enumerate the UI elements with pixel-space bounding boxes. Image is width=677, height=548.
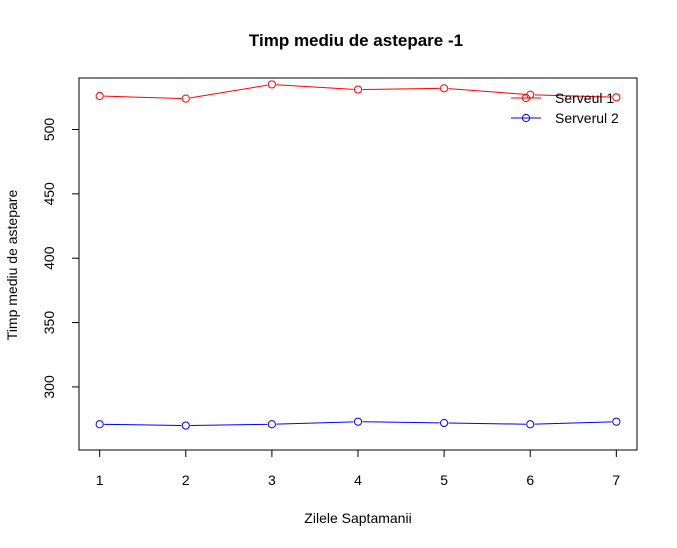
series-line-segment (276, 421, 354, 425)
series-line-segment (190, 423, 268, 426)
data-point (353, 417, 363, 426)
series-line-segment (190, 84, 268, 99)
x-tick-label: 1 (96, 472, 104, 488)
data-point (612, 417, 621, 426)
legend-item: Serverul 2 (511, 110, 619, 126)
series-line-segment (362, 421, 440, 424)
series-layer (95, 80, 621, 430)
series-line-segment (362, 87, 440, 91)
x-tick-label: 4 (354, 472, 362, 488)
plot-frame (78, 77, 638, 451)
legend-label: Serveul 1 (555, 90, 614, 106)
x-tick-label: 6 (526, 472, 534, 488)
series-line-segment (276, 84, 354, 90)
legend-marker (521, 113, 531, 123)
data-point (95, 420, 104, 429)
x-tick-label: 7 (612, 472, 620, 488)
y-tick-label: 300 (41, 375, 57, 399)
y-axis-label: Timp mediu de astepare (4, 190, 20, 341)
series-line-segment (104, 423, 182, 426)
legend-label: Serverul 2 (555, 110, 619, 126)
data-point (181, 421, 190, 430)
series-line-segment (534, 94, 612, 98)
data-point (95, 91, 104, 101)
x-tick-label: 2 (182, 472, 190, 488)
legend-marker (521, 93, 531, 103)
data-point (353, 85, 363, 94)
series-2 (95, 417, 621, 430)
data-point (267, 420, 276, 429)
data-point (267, 80, 276, 89)
y-tick-label: 400 (41, 246, 57, 270)
y-tick-label: 450 (41, 182, 57, 206)
data-point (526, 420, 535, 429)
x-axis-label: Zilele Saptamanii (304, 510, 411, 526)
y-tick-label: 350 (41, 311, 57, 335)
x-tick-label: 3 (268, 472, 276, 488)
data-point (612, 93, 621, 102)
chart-title: Timp mediu de astepare -1 (249, 31, 463, 50)
x-tick-label: 5 (440, 472, 448, 488)
series-line-segment (448, 88, 526, 95)
series-line-segment (448, 422, 526, 425)
legend-item: Serveul 1 (511, 90, 614, 106)
data-point (440, 84, 449, 93)
data-point (181, 94, 190, 103)
x-axis: 1 2 3 4 5 6 7 (96, 450, 620, 488)
series-line-segment (104, 95, 182, 99)
data-point (440, 418, 449, 428)
series-line-segment (534, 421, 612, 425)
y-axis: 300 350 400 450 500 (41, 118, 79, 399)
legend: Serveul 1 Serverul 2 (511, 90, 619, 126)
series-1 (95, 80, 621, 103)
y-tick-label: 500 (41, 118, 57, 142)
